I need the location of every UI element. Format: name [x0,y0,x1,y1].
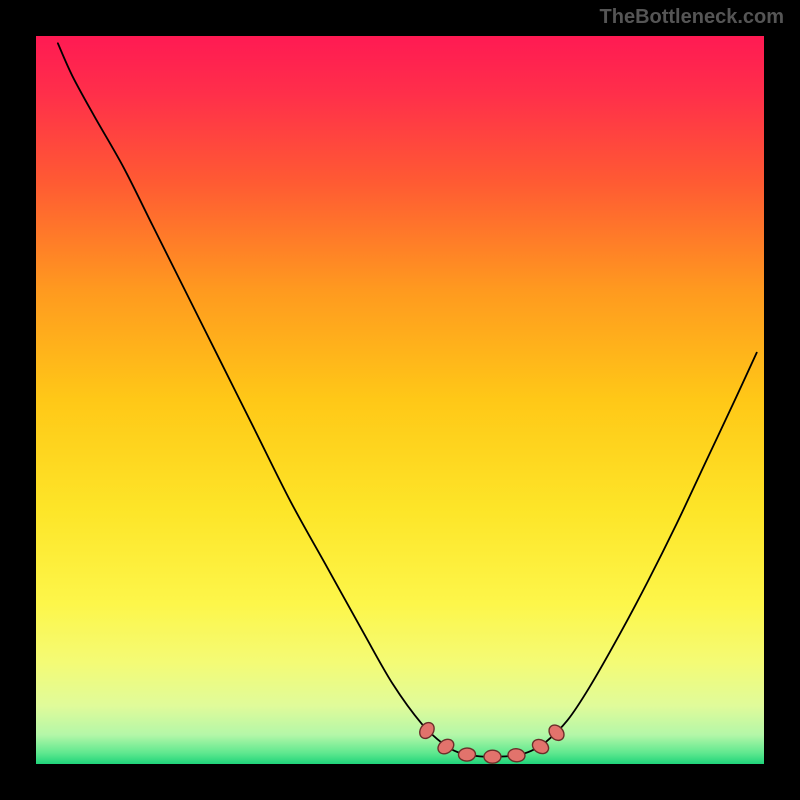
watermark: TheBottleneck.com [600,6,784,29]
bottleneck-marker [458,748,476,762]
chart-container: TheBottleneck.com [0,0,800,800]
bottleneck-curve-chart [0,0,800,800]
plot-background [36,36,764,764]
bottleneck-marker [484,750,501,763]
